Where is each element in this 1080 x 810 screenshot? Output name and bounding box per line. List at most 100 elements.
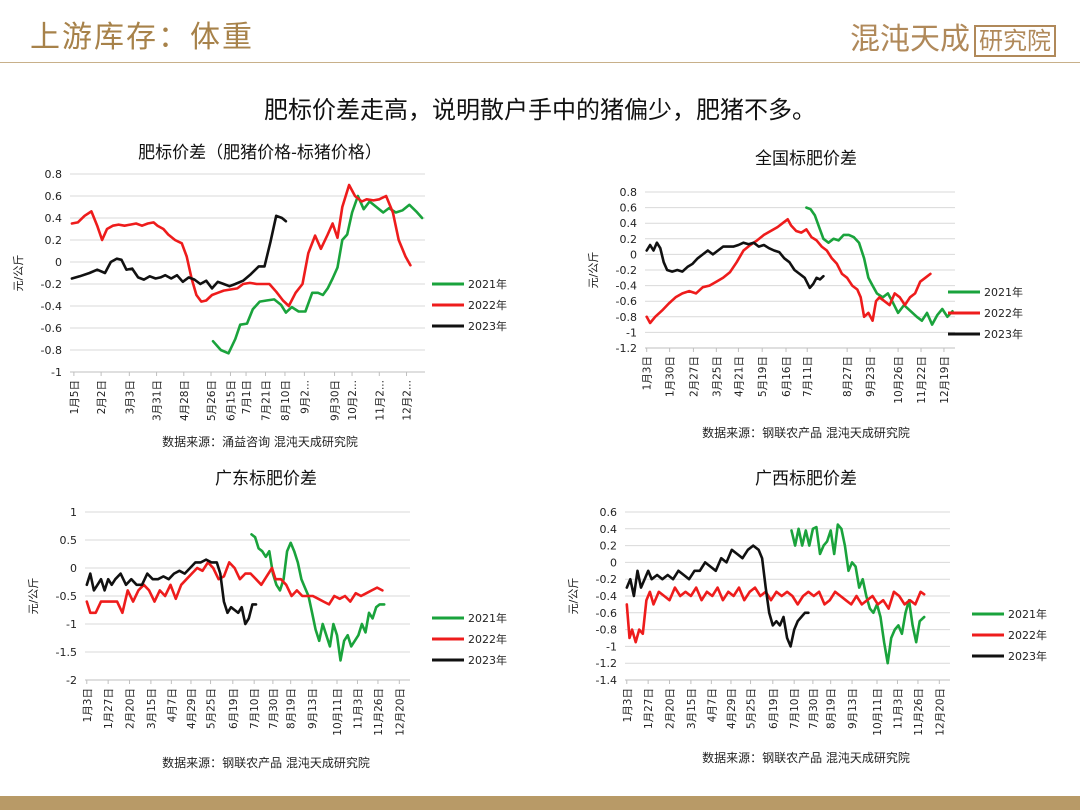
brand-box: 研究院 [974, 25, 1056, 57]
x-tick-label: 9月2... [299, 380, 311, 414]
x-tick-label: 7月10日 [789, 688, 801, 729]
legend-label: 2023年 [468, 319, 507, 333]
y-tick-label: -1.4 [596, 674, 617, 687]
x-tick-label: 6月15日 [225, 380, 237, 421]
series-line-2022 [85, 561, 384, 615]
legend-label: 2022年 [468, 298, 507, 312]
y-tick-label: 0.4 [45, 212, 63, 225]
x-tick-label: 11月3日 [352, 688, 364, 729]
x-tick-label: 1月27日 [103, 688, 115, 729]
brand-name: 混沌天成 [850, 22, 970, 57]
x-tick-label: 1月30日 [665, 356, 677, 397]
x-tick-label: 12月2... [402, 380, 414, 421]
x-tick-label: 6月19日 [768, 688, 780, 729]
series-line-2021 [805, 206, 954, 326]
y-tick-label: 0 [630, 248, 637, 261]
y-tick-label: -0.4 [41, 300, 62, 313]
c4-svg: 广西标肥价差 0.6 0.4 0.2 0 -0.2 -0.4 -0.6 -0.8 -1 -1.2 -1… [567, 469, 1047, 765]
legend-label: 2023年 [1008, 649, 1047, 663]
chart-feibiao-spread: 肥标价差（肥猪价格-标猪价格） 0.8 0.6 0.4 0.2 0 -0.2 -0.4 -0.6… [0, 130, 540, 460]
x-tick-label: 5月25日 [746, 688, 758, 729]
series-line-2023 [645, 241, 825, 290]
x-tick-label: 1月5日 [69, 380, 81, 414]
y-tick-label: 0.4 [600, 523, 618, 536]
y-tick-label: 0 [70, 562, 77, 575]
series-line-2021 [211, 194, 424, 355]
chart-guangdong-spread: 广东标肥价差 1 0.5 0 -0.5 -1 -1.5 -2 元/公斤 1月3日 1月27日 2月20… [0, 460, 540, 795]
y-axis-label: 元/公斤 [587, 252, 600, 289]
y-tick-label: -1 [66, 618, 77, 631]
x-tick-label: 7月30日 [268, 688, 280, 729]
y-tick-label: 0.6 [600, 506, 618, 519]
series-line-2021 [790, 523, 926, 665]
x-tick-label: 5月19日 [757, 356, 769, 397]
series-line-2023 [70, 214, 288, 290]
x-tick-label: 12月20日 [934, 688, 946, 736]
x-tick-label: 9月30日 [330, 380, 342, 421]
y-tick-label: -0.8 [616, 311, 637, 324]
legend-label: 2023年 [468, 653, 507, 667]
footer-bar [0, 796, 1080, 810]
x-tick-label: 4月7日 [706, 688, 718, 722]
y-tick-label: -0.4 [616, 280, 637, 293]
x-tick-label: 2月27日 [688, 356, 700, 397]
x-tick-label: 12月19日 [939, 356, 951, 404]
series-line-2022 [645, 218, 932, 325]
legend-label: 2023年 [984, 327, 1023, 341]
series-line-2023 [625, 544, 810, 648]
y-tick-label: -1 [626, 326, 637, 339]
c1-svg: 肥标价差（肥猪价格-标猪价格） 0.8 0.6 0.4 0.2 0 -0.2 -0.4 -0.6… [12, 143, 507, 449]
x-tick-label: 3月15日 [146, 688, 158, 729]
legend-label: 2021年 [468, 611, 507, 625]
page-title: 上游库存：体重 [30, 20, 254, 55]
x-tick-label: 10月11日 [332, 688, 344, 736]
x-tick-label: 3月31日 [152, 380, 164, 421]
y-tick-label: -0.6 [41, 322, 62, 335]
x-tick-label: 1月27日 [643, 688, 655, 729]
y-axis-label: 元/公斤 [27, 578, 40, 615]
y-tick-label: 0 [55, 256, 62, 269]
y-axis-label: 元/公斤 [567, 578, 580, 615]
y-tick-label: 0.2 [600, 540, 618, 553]
series-line-2023 [85, 558, 258, 626]
legend-label: 2021年 [468, 277, 507, 291]
y-tick-label: -0.2 [596, 573, 617, 586]
x-tick-label: 11月22日 [916, 356, 928, 404]
x-tick-label: 11月26日 [913, 688, 925, 736]
data-source: 数据来源：钢联农产品 混沌天成研究院 [702, 425, 910, 440]
x-tick-label: 8月19日 [286, 688, 298, 729]
x-tick-label: 2月20日 [665, 688, 677, 729]
x-tick-label: 7月11日 [802, 356, 814, 397]
y-tick-label: -0.4 [596, 590, 617, 603]
x-tick-label: 4月29日 [726, 688, 738, 729]
y-tick-label: 0.8 [45, 168, 63, 181]
y-tick-label: 1 [70, 506, 77, 519]
y-tick-label: -1.2 [596, 657, 617, 670]
header-divider [0, 62, 1080, 63]
x-tick-label: 11月3日 [892, 688, 904, 729]
y-tick-label: -1 [606, 640, 617, 653]
data-source: 数据来源：涌益咨询 混沌天成研究院 [162, 434, 358, 449]
x-tick-label: 5月25日 [206, 688, 218, 729]
x-tick-label: 8月10日 [280, 380, 292, 421]
x-tick-label: 7月30日 [808, 688, 820, 729]
x-tick-label: 1月3日 [622, 688, 634, 722]
legend-label: 2022年 [984, 306, 1023, 320]
y-tick-label: -0.2 [616, 264, 637, 277]
x-tick-label: 8月19日 [826, 688, 838, 729]
legend-label: 2021年 [984, 285, 1023, 299]
x-tick-label: 6月19日 [228, 688, 240, 729]
y-tick-label: -0.8 [41, 344, 62, 357]
y-tick-label: -0.8 [596, 624, 617, 637]
x-tick-label: 11月26日 [373, 688, 385, 736]
y-tick-label: 0.8 [620, 186, 638, 199]
legend-label: 2022年 [1008, 628, 1047, 642]
slide-subtitle: 肥标价差走高，说明散户手中的猪偏少，肥猪不多。 [264, 96, 816, 124]
series-line-2022 [70, 183, 412, 308]
y-tick-label: -0.5 [56, 590, 77, 603]
x-tick-label: 10月2... [347, 380, 359, 421]
x-tick-label: 10月26日 [893, 356, 905, 404]
y-tick-label: -1 [51, 366, 62, 379]
y-tick-label: 0.5 [60, 534, 78, 547]
x-tick-label: 8月27日 [842, 356, 854, 397]
